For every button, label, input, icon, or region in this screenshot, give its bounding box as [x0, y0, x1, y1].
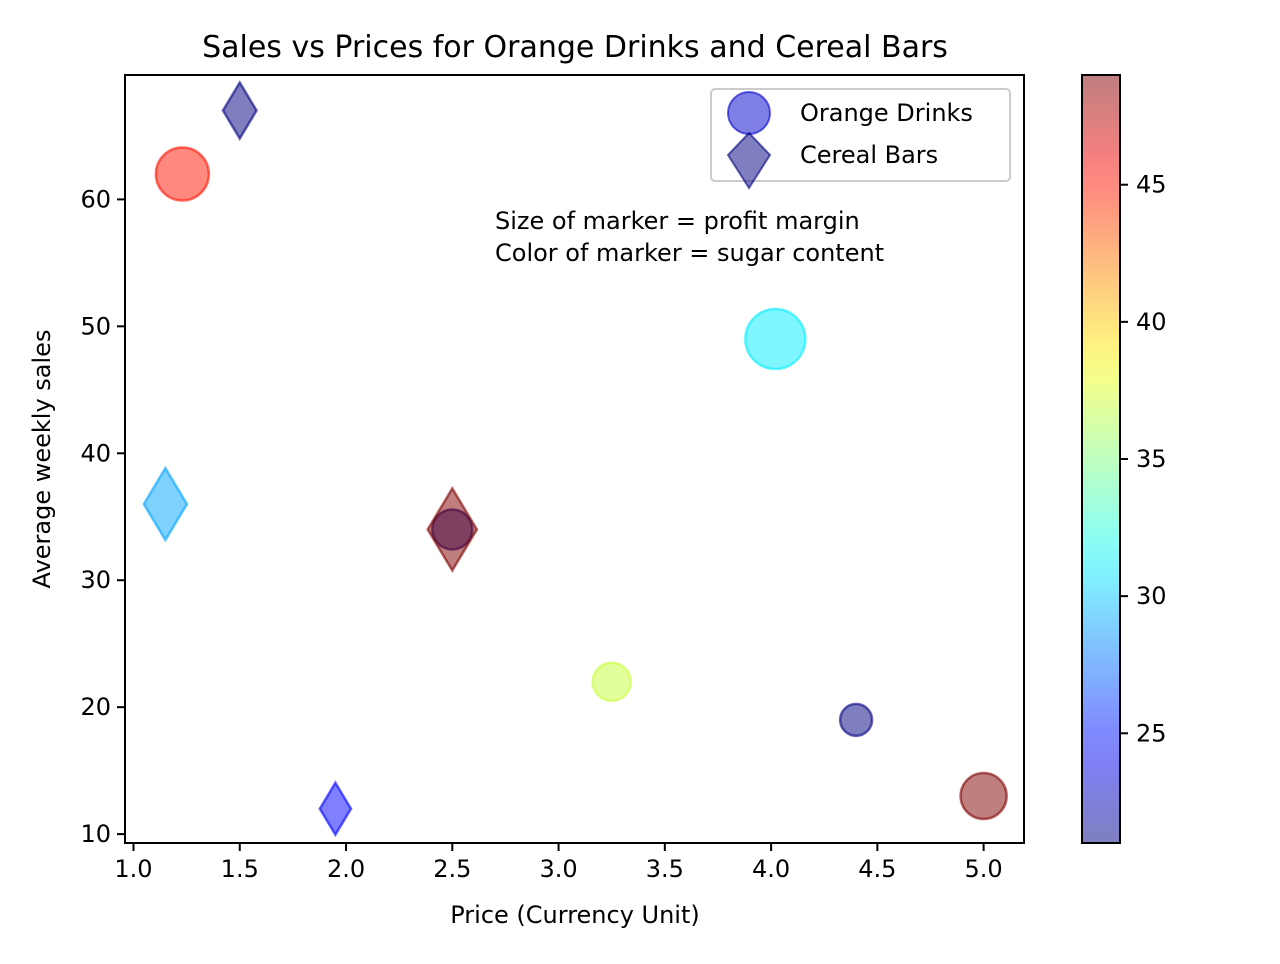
orange-drinks-point [591, 661, 632, 703]
y-tick-label: 10 [80, 820, 111, 848]
legend-diamond-marker [726, 131, 772, 190]
x-tick-label: 2.0 [327, 855, 365, 883]
legend-box [710, 88, 1011, 182]
plot-frame [124, 74, 1025, 844]
colorbar-tick-label: 45 [1136, 171, 1167, 199]
x-axis-label: Price (Currency Unit) [450, 901, 700, 929]
annotation-color: Color of marker = sugar content [495, 239, 884, 267]
colorbar-axis: 25 30 35 40 45 [1120, 171, 1167, 747]
colorbar-tick-label: 40 [1136, 308, 1167, 336]
y-tick-label: 60 [80, 185, 111, 213]
legend-label-cereal-bars: Cereal Bars [800, 141, 938, 169]
colorbar [1082, 75, 1120, 843]
plot-area [142, 80, 1008, 838]
x-axis: 1.0 1.5 2.0 2.5 3.0 3.5 4.0 4.5 5.0 [114, 843, 1003, 883]
y-tick-label: 20 [80, 693, 111, 721]
colorbar-tick-label: 30 [1136, 582, 1167, 610]
orange-drinks-point [744, 307, 807, 371]
orange-drinks-point [959, 771, 1008, 821]
x-tick-label: 1.5 [221, 855, 259, 883]
y-tick-label: 30 [80, 566, 111, 594]
y-tick-label: 50 [80, 312, 111, 340]
x-tick-label: 4.0 [752, 855, 790, 883]
y-tick-label: 40 [80, 439, 111, 467]
cereal-bars-point [221, 80, 259, 141]
colorbar-tick-label: 35 [1136, 445, 1167, 473]
legend-circle-marker [727, 91, 771, 135]
x-tick-label: 3.5 [646, 855, 684, 883]
colorbar-tick-label: 25 [1136, 719, 1167, 747]
x-tick-label: 1.0 [114, 855, 152, 883]
y-axis-label: Average weekly sales [28, 330, 56, 589]
cereal-bars-point [426, 486, 479, 573]
orange-drinks-point [154, 146, 211, 202]
legend-label-orange-drinks: Orange Drinks [800, 99, 973, 127]
x-tick-label: 2.5 [433, 855, 471, 883]
x-tick-label: 3.0 [539, 855, 577, 883]
orange-drinks-point [838, 702, 874, 738]
chart-title: Sales vs Prices for Orange Drinks and Ce… [202, 30, 948, 65]
x-tick-label: 4.5 [858, 855, 896, 883]
y-axis: 10 20 30 40 50 60 [80, 185, 125, 848]
annotation-size: Size of marker = profit margin [495, 207, 860, 235]
x-tick-label: 5.0 [965, 855, 1003, 883]
cereal-bars-point [142, 465, 189, 543]
legend: Orange Drinks Cereal Bars [710, 88, 1011, 190]
cereal-bars-point [318, 780, 353, 838]
